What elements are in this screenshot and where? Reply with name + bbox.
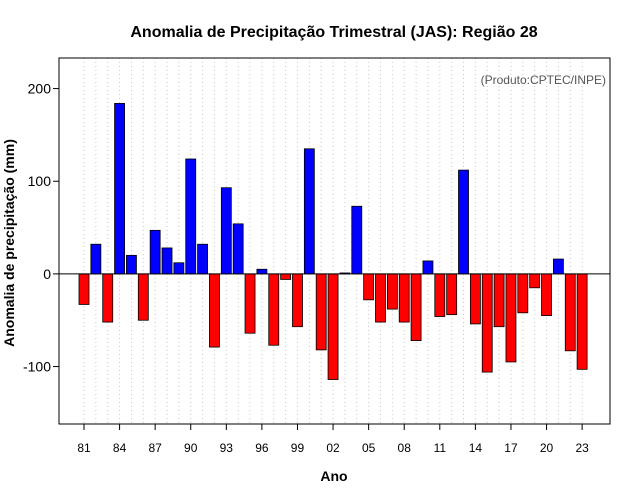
bar-2018 [517, 273, 529, 314]
y-tick-label: 0 [43, 266, 51, 282]
bar-2007 [386, 273, 398, 310]
bar-2001 [315, 273, 327, 351]
x-tick-label: 93 [220, 441, 234, 455]
bar-2019 [529, 273, 541, 289]
x-tick-label: 17 [504, 441, 518, 455]
y-tick-label: -100 [23, 359, 51, 375]
chart-title: Anomalia de Precipitação Trimestral (JAS… [130, 24, 537, 41]
bar-1990 [185, 158, 197, 275]
x-axis-title: Ano [320, 468, 347, 484]
bar-2021 [553, 258, 564, 275]
bar-1988 [161, 247, 173, 275]
bar-2011 [434, 273, 446, 317]
bar-2012 [446, 273, 458, 316]
bar-2002 [327, 273, 339, 380]
bar-2014 [469, 273, 481, 325]
bar-1991 [197, 243, 209, 275]
y-tick-label: 100 [28, 173, 52, 189]
bar-1986 [137, 273, 149, 321]
bar-1999 [292, 273, 303, 328]
bar-1994 [232, 223, 244, 275]
bar-1987 [149, 229, 161, 275]
bar-2004 [351, 205, 363, 275]
grid-lines [83, 58, 583, 424]
bar-1985 [126, 254, 137, 275]
bar-2008 [398, 273, 410, 323]
y-tick-label: 200 [28, 81, 52, 97]
source-annotation: (Produto:CPTEC/INPE) [481, 73, 606, 87]
bar-1993 [220, 187, 232, 275]
plot-frame [58, 57, 611, 425]
bar-2009 [410, 273, 422, 342]
bar-1997 [268, 273, 280, 346]
bar-2013 [458, 169, 469, 275]
bar-2015 [481, 273, 493, 373]
x-tick-label: 90 [184, 441, 198, 455]
bar-2006 [375, 273, 386, 323]
x-tick-label: 99 [291, 441, 305, 455]
x-tick-label: 87 [148, 441, 162, 455]
bar-1998 [280, 273, 292, 280]
bar-1982 [90, 243, 102, 275]
x-tick-label: 02 [326, 441, 340, 455]
x-tick-label: 23 [575, 441, 589, 455]
x-tick-label: 84 [113, 441, 127, 455]
bar-2000 [303, 148, 315, 275]
x-tick-label: 05 [362, 441, 376, 455]
bar-2023 [576, 273, 588, 370]
bar-1984 [114, 103, 125, 275]
bar-2017 [505, 273, 517, 363]
bar-2005 [363, 273, 375, 301]
x-tick-label: 81 [77, 441, 91, 455]
bar-1983 [102, 273, 114, 323]
bar-1992 [209, 273, 220, 348]
bar-1995 [244, 273, 256, 334]
x-tick-label: 08 [398, 441, 412, 455]
bar-2022 [564, 273, 576, 352]
bars [78, 103, 588, 380]
axes: -100 0 100 200 81 84 87 90 93 96 99 02 05 08 11 14 17 20 2… [23, 81, 610, 455]
bar-2020 [541, 273, 552, 316]
bar-2010 [422, 260, 434, 275]
bar-1996 [256, 268, 268, 275]
x-tick-label: 14 [469, 441, 483, 455]
bar-1989 [173, 262, 185, 275]
bar-2016 [493, 273, 505, 328]
x-tick-label: 20 [540, 441, 554, 455]
x-tick-label: 96 [255, 441, 269, 455]
bar-1981 [78, 273, 90, 305]
y-axis-title: Anomalia de precipitação (mm) [1, 139, 17, 347]
x-tick-label: 11 [434, 441, 447, 455]
